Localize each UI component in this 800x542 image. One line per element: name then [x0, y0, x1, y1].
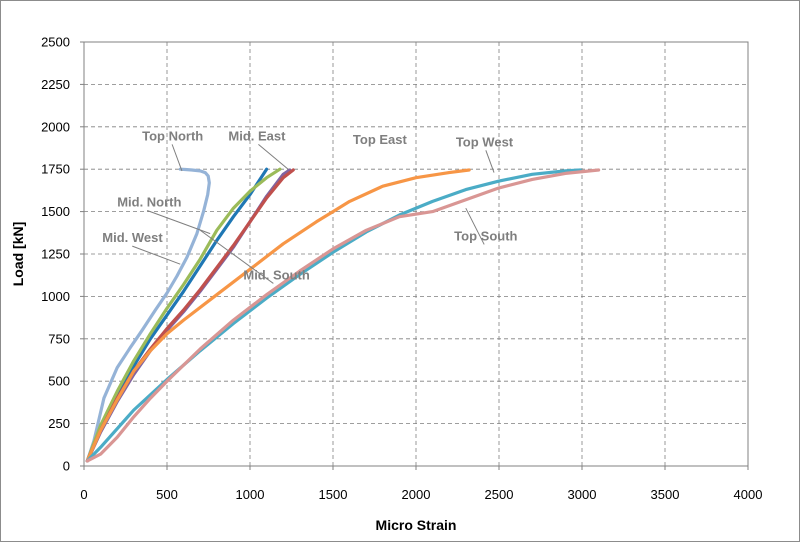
- series-line-top-west: [85, 168, 582, 463]
- annotation-top-south: Top South: [454, 228, 517, 243]
- annotation-leader-mid-north: [147, 210, 211, 235]
- annotation-leader-top-south: [465, 207, 485, 245]
- x-tick-label: 2000: [402, 487, 431, 502]
- x-tick-label: 2500: [485, 487, 514, 502]
- series-line-top-north: [85, 167, 211, 463]
- annotation-leader-mid-east: [258, 143, 289, 170]
- x-tick-label: 500: [156, 487, 178, 502]
- y-tick-label: 1500: [41, 204, 70, 219]
- x-tick-label: 4000: [734, 487, 763, 502]
- x-tick-label: 0: [80, 487, 87, 502]
- x-axis-title: Micro Strain: [376, 517, 457, 533]
- annotation-top-north: Top North: [142, 128, 203, 143]
- y-tick-label: 2000: [41, 119, 70, 134]
- annotation-leader-mid-south: [199, 229, 274, 284]
- y-tick-label: 2500: [41, 35, 70, 50]
- x-tick-label: 1500: [319, 487, 348, 502]
- x-tick-label: 3500: [651, 487, 680, 502]
- y-tick-label: 750: [48, 331, 70, 346]
- y-axis-title: Load [kN]: [10, 222, 26, 287]
- x-tick-label: 3000: [568, 487, 597, 502]
- y-tick-label: 2250: [41, 77, 70, 92]
- y-tick-label: 250: [48, 416, 70, 431]
- annotation-leader-mid-west: [132, 245, 181, 265]
- series-line-top-south: [85, 168, 601, 463]
- y-tick-label: 500: [48, 374, 70, 389]
- y-tick-label: 1750: [41, 162, 70, 177]
- annotation-mid-north: Mid. North: [117, 195, 181, 210]
- series-line-mid-north: [85, 167, 282, 463]
- x-tick-label: 1000: [236, 487, 265, 502]
- annotation-top-west: Top West: [456, 134, 514, 149]
- annotation-mid-east: Mid. East: [228, 128, 286, 143]
- annotation-top-east: Top East: [353, 132, 408, 147]
- annotation-mid-south: Mid. South: [243, 267, 309, 282]
- annotation-mid-west: Mid. West: [102, 230, 163, 245]
- y-tick-label: 0: [63, 459, 70, 474]
- annotation-leader-top-north: [171, 144, 183, 172]
- y-tick-label: 1250: [41, 247, 70, 262]
- y-tick-label: 1000: [41, 289, 70, 304]
- annotation-leader-top-west: [485, 150, 495, 173]
- series-line-top-east: [85, 168, 471, 463]
